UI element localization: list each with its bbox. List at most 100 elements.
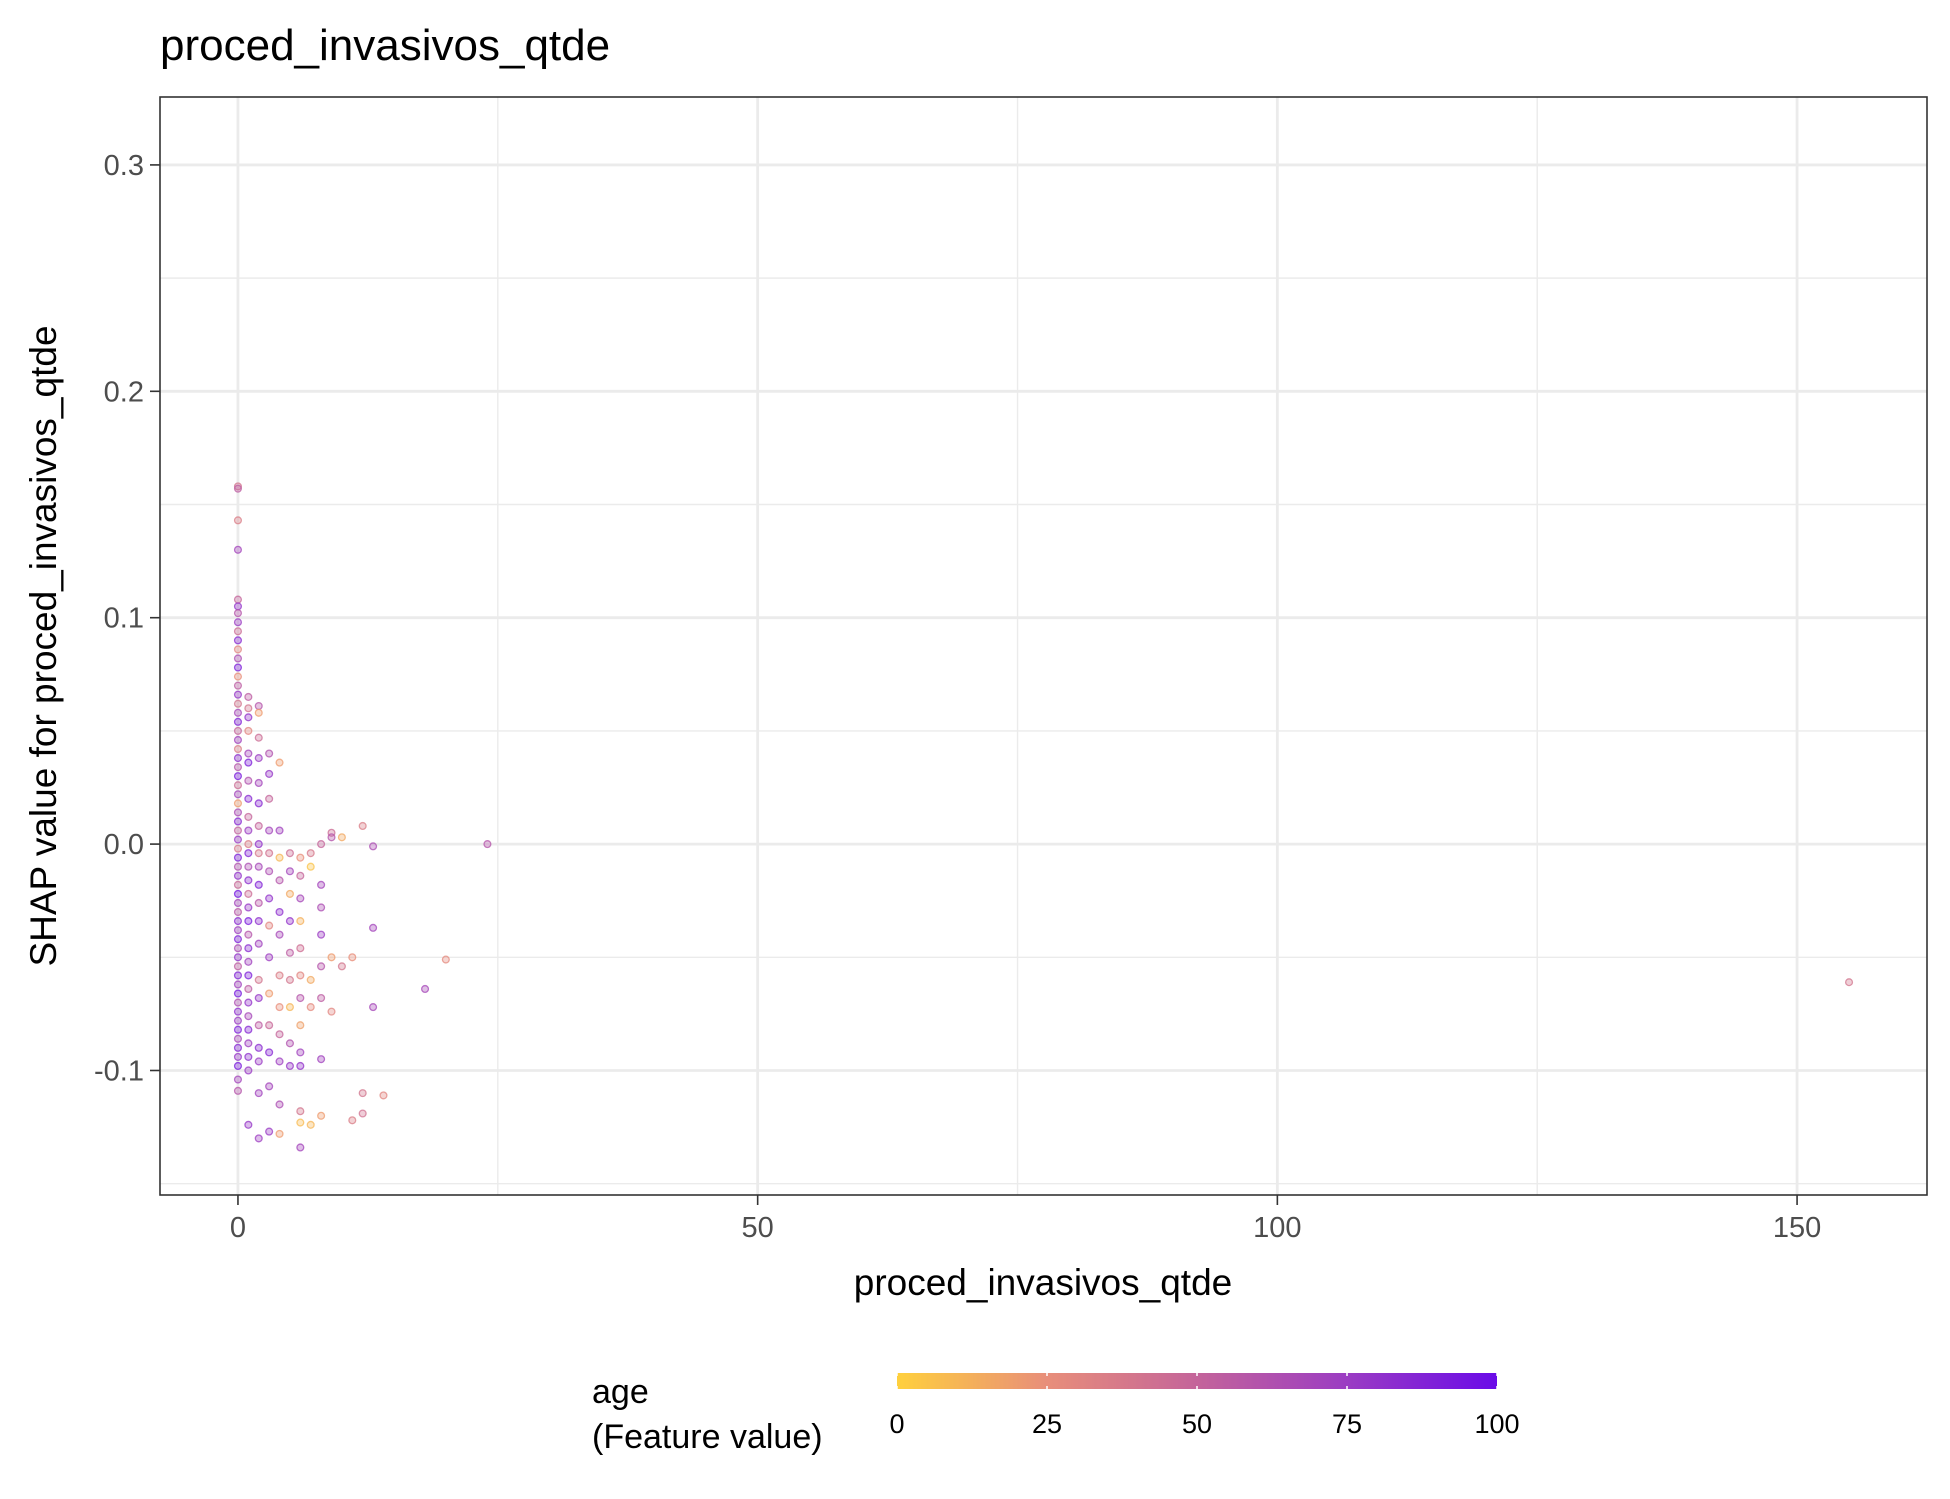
data-point	[244, 944, 253, 953]
data-point	[306, 1003, 315, 1012]
legend-tick-label: 0	[889, 1409, 904, 1439]
data-point	[265, 749, 274, 758]
data-point	[233, 663, 243, 672]
data-point	[327, 953, 336, 962]
data-point	[254, 880, 263, 889]
legend-colorbar	[897, 1373, 1497, 1389]
data-point	[233, 690, 243, 699]
data-point	[233, 595, 243, 604]
data-point	[254, 917, 263, 926]
data-point	[296, 993, 305, 1003]
data-point	[244, 849, 253, 858]
data-point	[296, 1118, 305, 1127]
data-point	[244, 749, 253, 758]
data-point	[285, 948, 294, 957]
data-point	[244, 862, 253, 871]
data-point	[244, 1039, 253, 1048]
x-tick-label: 50	[742, 1212, 774, 1244]
data-point	[254, 821, 263, 831]
data-point	[233, 862, 243, 871]
data-point	[265, 894, 274, 903]
data-point	[233, 627, 243, 636]
data-point	[265, 921, 274, 930]
legend-title-line1: age	[592, 1373, 649, 1411]
data-point	[254, 1089, 263, 1098]
data-point	[254, 754, 263, 763]
data-point	[233, 744, 243, 754]
data-point	[244, 826, 253, 835]
data-point	[379, 1091, 388, 1100]
data-point	[233, 817, 243, 826]
data-point	[233, 545, 243, 554]
data-point	[233, 609, 243, 618]
data-point	[233, 654, 243, 663]
data-point	[233, 926, 243, 935]
data-point	[265, 849, 274, 858]
data-point	[254, 1057, 263, 1066]
data-point	[317, 993, 326, 1003]
y-tick-label: 0.1	[104, 603, 144, 635]
data-point	[254, 778, 263, 788]
legend-tick-label: 100	[1474, 1409, 1519, 1439]
data-point	[244, 876, 253, 885]
data-point	[233, 944, 243, 953]
data-point	[296, 1048, 305, 1057]
data-point	[296, 1021, 305, 1030]
data-point	[275, 1030, 284, 1039]
data-point	[233, 717, 243, 726]
chart-title: proced_invasivos_qtde	[160, 21, 610, 70]
data-point	[265, 1127, 274, 1136]
plot-background	[160, 97, 1927, 1195]
data-point	[285, 1003, 294, 1012]
data-point	[285, 1039, 294, 1048]
data-point	[265, 1021, 274, 1030]
data-point	[254, 701, 263, 711]
data-point	[233, 636, 243, 645]
data-point	[244, 1025, 253, 1034]
data-points	[233, 482, 1854, 1152]
data-point	[317, 880, 326, 889]
x-axis-title: proced_invasivos_qtde	[854, 1262, 1232, 1303]
data-point	[369, 842, 378, 851]
x-tick-label: 0	[230, 1212, 246, 1244]
data-point	[275, 853, 284, 862]
data-point	[358, 1089, 367, 1098]
data-point	[233, 907, 243, 917]
data-point	[369, 1003, 378, 1012]
data-point	[244, 758, 253, 767]
data-point	[254, 849, 263, 858]
data-point	[233, 880, 243, 889]
data-point	[296, 894, 305, 903]
data-point	[275, 1057, 284, 1066]
data-point	[275, 876, 284, 885]
data-point	[233, 898, 243, 908]
data-point	[233, 1061, 243, 1071]
data-point	[285, 1061, 294, 1071]
legend-title-line2: (Feature value)	[592, 1418, 823, 1456]
data-point	[358, 821, 367, 831]
data-point	[441, 955, 450, 964]
data-point	[275, 1129, 284, 1138]
data-point	[265, 1082, 274, 1091]
data-point	[348, 953, 357, 962]
data-point	[483, 840, 492, 849]
data-point	[254, 993, 263, 1003]
data-point	[244, 889, 253, 898]
plot-border	[159, 96, 1928, 1196]
data-point	[358, 1109, 367, 1118]
data-point	[327, 1007, 336, 1016]
data-point	[233, 781, 243, 790]
data-point	[233, 980, 243, 989]
data-point	[244, 794, 253, 803]
data-point	[275, 826, 284, 835]
data-point	[254, 975, 263, 984]
data-point	[244, 812, 253, 821]
data-point	[244, 1120, 253, 1129]
data-point	[233, 790, 243, 799]
data-point	[254, 799, 263, 808]
y-axis: -0.1 0.0 0.1 0.2 0.3	[94, 150, 160, 1087]
data-point	[233, 1034, 243, 1043]
data-point	[233, 708, 243, 717]
data-point	[233, 935, 243, 944]
data-point	[244, 917, 253, 926]
